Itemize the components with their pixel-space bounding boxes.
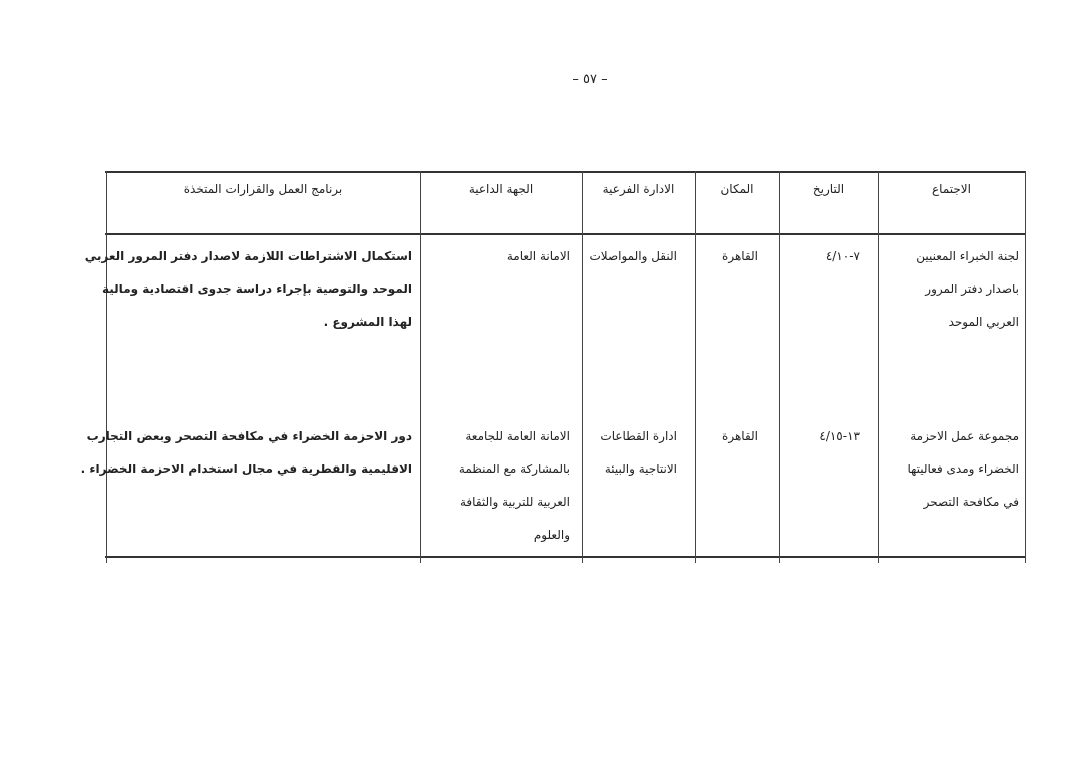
cell-sponsor: الامانة العامة للجامعة bbox=[465, 429, 570, 443]
column-divider bbox=[420, 171, 421, 563]
header-program: برنامج العمل والقرارات المتخذة bbox=[183, 182, 343, 196]
cell-program: الاقليمية والقطرية في مجال استخدام الاحز… bbox=[80, 462, 412, 476]
header-sponsor: الجهة الداعية bbox=[468, 182, 534, 196]
header-place: المكان bbox=[720, 182, 754, 196]
column-divider bbox=[779, 171, 780, 563]
cell-meeting: العربي الموحد bbox=[948, 315, 1019, 329]
cell-sub-department: النقل والمواصلات bbox=[589, 249, 678, 263]
cell-meeting: مجموعة عمل الاحزمة bbox=[910, 429, 1019, 443]
header-date: التاريخ bbox=[812, 182, 845, 196]
cell-sponsor: العربية للتربية والثقافة bbox=[460, 495, 570, 509]
cell-sponsor: الامانة العامة bbox=[506, 249, 570, 263]
header-meeting: الاجتماع bbox=[932, 182, 971, 196]
cell-sponsor: بالمشاركة مع المنظمة bbox=[458, 462, 570, 476]
cell-meeting: لجنة الخبراء المعنيين bbox=[916, 249, 1019, 263]
header-bottom-border bbox=[105, 233, 1026, 235]
column-divider bbox=[1025, 171, 1026, 563]
cell-date: ٧-٤/١٠ bbox=[825, 249, 860, 263]
cell-program: دور الاحزمة الخضراء في مكافحة التصحر وبع… bbox=[86, 429, 412, 443]
cell-sub-department: الانتاجية والبيئة bbox=[604, 462, 677, 476]
table-bottom-border bbox=[105, 556, 1026, 558]
cell-program: استكمال الاشتراطات اللازمة لاصدار دفتر ا… bbox=[84, 249, 412, 263]
header-sub-department: الادارة الفرعية bbox=[602, 182, 675, 196]
cell-place: القاهرة bbox=[722, 249, 758, 263]
table-top-border bbox=[105, 171, 1026, 173]
cell-sub-department: ادارة القطاعات bbox=[600, 429, 677, 443]
cell-meeting: باصدار دفتر المرور bbox=[925, 282, 1019, 296]
column-divider bbox=[106, 171, 107, 563]
cell-program: لهذا المشروع . bbox=[323, 315, 412, 329]
cell-meeting: الخضراء ومدى فعاليتها bbox=[907, 462, 1019, 476]
column-divider bbox=[695, 171, 696, 563]
column-divider bbox=[582, 171, 583, 563]
cell-sponsor: والعلوم bbox=[533, 528, 570, 542]
column-divider bbox=[878, 171, 879, 563]
cell-date: ١٣-٤/١٥ bbox=[819, 429, 860, 443]
cell-meeting: في مكافحة التصحر bbox=[923, 495, 1019, 509]
cell-program: الموحد والتوصية بإجراء دراسة جدوى اقتصاد… bbox=[102, 282, 412, 296]
page-number: – ٥٧ – bbox=[572, 72, 608, 87]
cell-place: القاهرة bbox=[722, 429, 758, 443]
